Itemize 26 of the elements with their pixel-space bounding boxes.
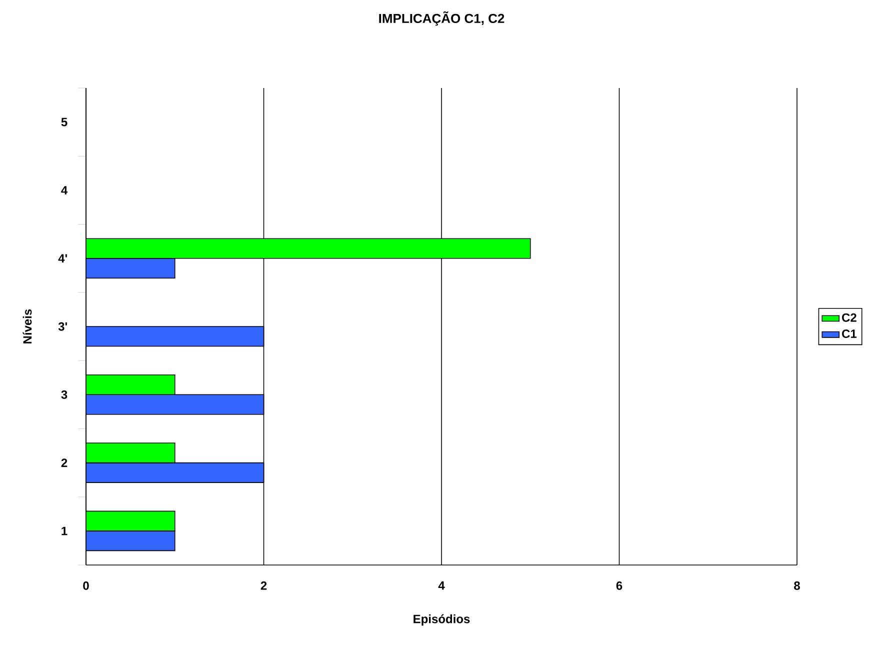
x-tick-label: 0: [83, 581, 89, 590]
x-tick-label: 2: [260, 581, 267, 590]
legend-label: C1: [842, 330, 857, 338]
y-tick-label: 5: [61, 118, 68, 126]
y-axis-title: Níveis: [22, 309, 32, 344]
x-tick-label: 4: [438, 581, 445, 590]
bar: [86, 442, 176, 464]
bar: [86, 394, 264, 415]
bar: [86, 530, 176, 552]
y-tick-label: 2: [61, 458, 68, 467]
y-tick-label: 3: [61, 390, 68, 399]
legend-label: C2: [842, 313, 856, 322]
chart-title: IMPLICAÇÃO C1, C2: [379, 11, 504, 26]
bar: [86, 238, 531, 259]
bar: [86, 374, 176, 396]
y-tick-label: 4': [58, 254, 67, 262]
bar: [86, 326, 264, 347]
bar: [86, 510, 176, 532]
x-tick-label: 6: [616, 581, 622, 590]
x-tick-label: 8: [794, 581, 800, 590]
y-tick-label: 3': [58, 322, 67, 331]
bar: [86, 258, 176, 279]
y-tick-label: 1: [62, 526, 68, 536]
x-axis-title: Episódios: [414, 614, 470, 626]
bar: [86, 462, 264, 483]
y-tick-label: 4: [61, 186, 68, 194]
